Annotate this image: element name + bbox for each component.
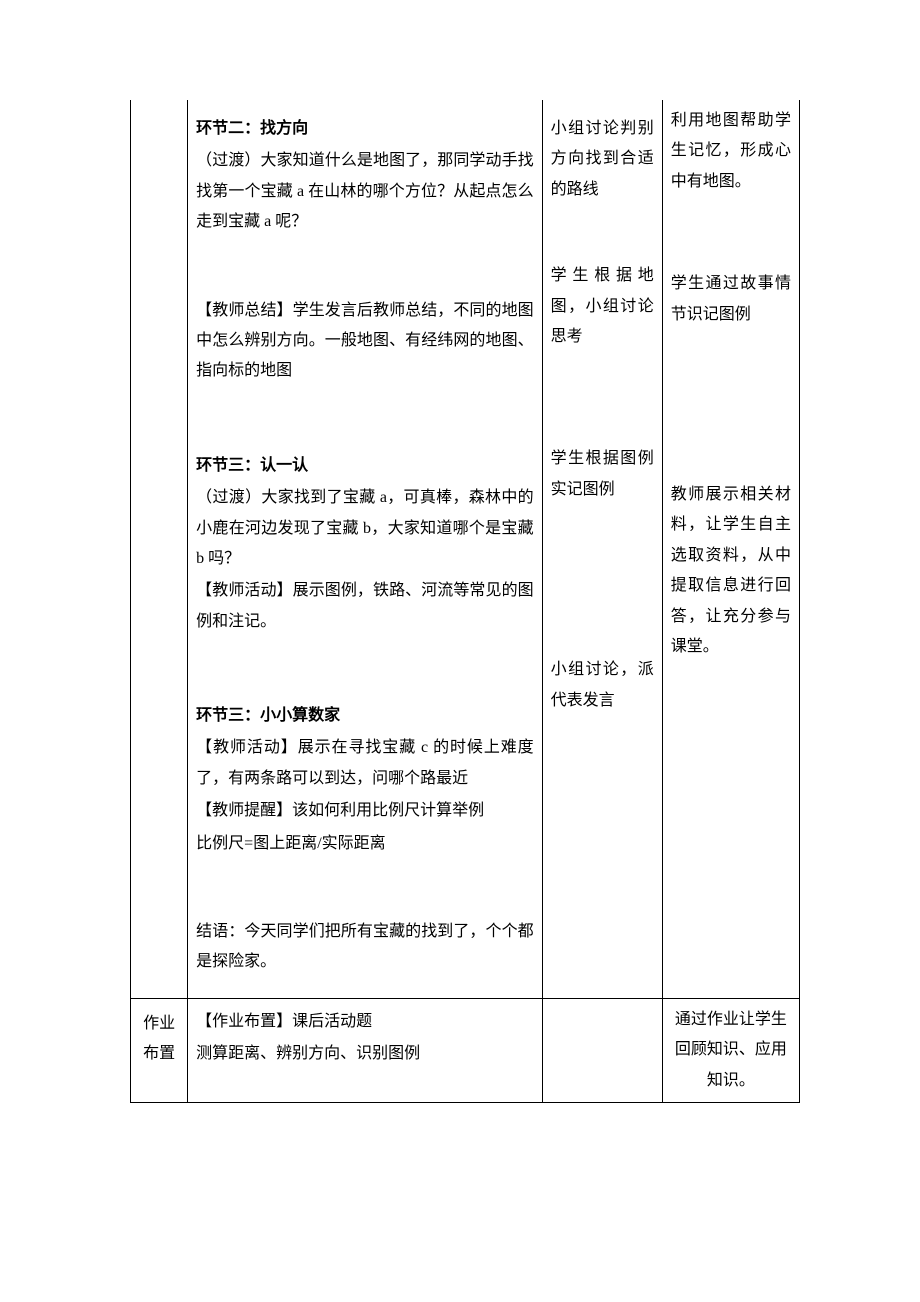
row-label-main: [131, 100, 188, 998]
design-intent-cell: 利用地图帮助学生记忆，形成心中有地图。 学生通过故事情节识记图例 教师展示相关材…: [662, 100, 799, 998]
paragraph: （过渡）大家找到了宝藏 a，可真棒，森林中的小鹿在河边发现了宝藏 b，大家知道哪…: [196, 483, 534, 574]
row-label-text: 布置: [139, 1039, 179, 1069]
spacer: [196, 415, 534, 443]
paragraph: 结语：今天同学们把所有宝藏的找到了，个个都是探险家。: [196, 917, 534, 978]
table-row: 作业 布置 【作业布置】课后活动题 测算距离、辨别方向、识别图例 通过作业让学生…: [131, 998, 800, 1102]
section-heading: 环节二：找方向: [196, 114, 534, 144]
col4-content: 利用地图帮助学生记忆，形成心中有地图。 学生通过故事情节识记图例 教师展示相关材…: [671, 106, 791, 662]
design-intent-item: 利用地图帮助学生记忆，形成心中有地图。: [671, 106, 791, 197]
spacer: [196, 887, 534, 915]
section-heading: 环节三：认一认: [196, 451, 534, 481]
content-block: 环节二：找方向 （过渡）大家知道什么是地图了，那同学动手找找第一个宝藏 a 在山…: [196, 114, 534, 238]
content-block: 环节三：认一认 （过渡）大家找到了宝藏 a，可真棒，森林中的小鹿在河边发现了宝藏…: [196, 451, 534, 637]
student-activity-item: 学生根据地图，小组讨论思考: [551, 261, 654, 352]
design-intent-item: 学生通过故事情节识记图例: [671, 269, 791, 330]
student-activity-cell: 小组讨论判别方向找到合适的路线 学生根据地图，小组讨论思考 学生根据图例实记图例…: [542, 100, 662, 998]
paragraph: 【教师总结】学生发言后教师总结，不同的地图中怎么辨别方向。一般地图、有经纬网的地…: [196, 296, 534, 387]
paragraph: 测算距离、辨别方向、识别图例: [196, 1039, 534, 1069]
row-label-homework: 作业 布置: [131, 998, 188, 1102]
spacer: [196, 665, 534, 693]
paragraph: 【教师活动】展示图例，铁路、河流等常见的图例和注记。: [196, 576, 534, 637]
homework-student-cell: [542, 998, 662, 1102]
content-block: 环节三：小小算数家 【教师活动】展示在寻找宝藏 c 的时候上难度了，有两条路可以…: [196, 701, 534, 859]
content-block: 【教师总结】学生发言后教师总结，不同的地图中怎么辨别方向。一般地图、有经纬网的地…: [196, 296, 534, 387]
design-intent-item: 教师展示相关材料，让学生自主选取资料，从中提取信息进行回答，让充分参与课堂。: [671, 480, 791, 662]
table-row: 环节二：找方向 （过渡）大家知道什么是地图了，那同学动手找找第一个宝藏 a 在山…: [131, 100, 800, 998]
spacer: [196, 266, 534, 294]
homework-intent-cell: 通过作业让学生回顾知识、应用知识。: [662, 998, 799, 1102]
col3-content: 小组讨论判别方向找到合适的路线 学生根据地图，小组讨论思考 学生根据图例实记图例…: [551, 106, 654, 716]
paragraph: 【教师活动】展示在寻找宝藏 c 的时候上难度了，有两条路可以到达，问哪个路最近: [196, 733, 534, 794]
student-activity-item: 学生根据图例实记图例: [551, 444, 654, 505]
paragraph: 【教师提醒】该如何利用比例尺计算举例: [196, 796, 534, 826]
row-label-text: 作业: [139, 1009, 179, 1039]
student-activity-item: 小组讨论，派代表发言: [551, 655, 654, 716]
teacher-activity-cell: 环节二：找方向 （过渡）大家知道什么是地图了，那同学动手找找第一个宝藏 a 在山…: [188, 100, 543, 998]
section-heading: 环节三：小小算数家: [196, 701, 534, 731]
paragraph: （过渡）大家知道什么是地图了，那同学动手找找第一个宝藏 a 在山林的哪个方位？从…: [196, 146, 534, 237]
content-block: 结语：今天同学们把所有宝藏的找到了，个个都是探险家。: [196, 917, 534, 978]
paragraph: 比例尺=图上距离/实际距离: [196, 829, 534, 859]
lesson-plan-table: 环节二：找方向 （过渡）大家知道什么是地图了，那同学动手找找第一个宝藏 a 在山…: [130, 100, 800, 1103]
paragraph: 【作业布置】课后活动题: [196, 1007, 534, 1037]
homework-teacher-cell: 【作业布置】课后活动题 测算距离、辨别方向、识别图例: [188, 998, 543, 1102]
document-page: 环节二：找方向 （过渡）大家知道什么是地图了，那同学动手找找第一个宝藏 a 在山…: [0, 0, 920, 1203]
student-activity-item: 小组讨论判别方向找到合适的路线: [551, 114, 654, 205]
design-intent-item: 通过作业让学生回顾知识、应用知识。: [671, 1005, 791, 1096]
